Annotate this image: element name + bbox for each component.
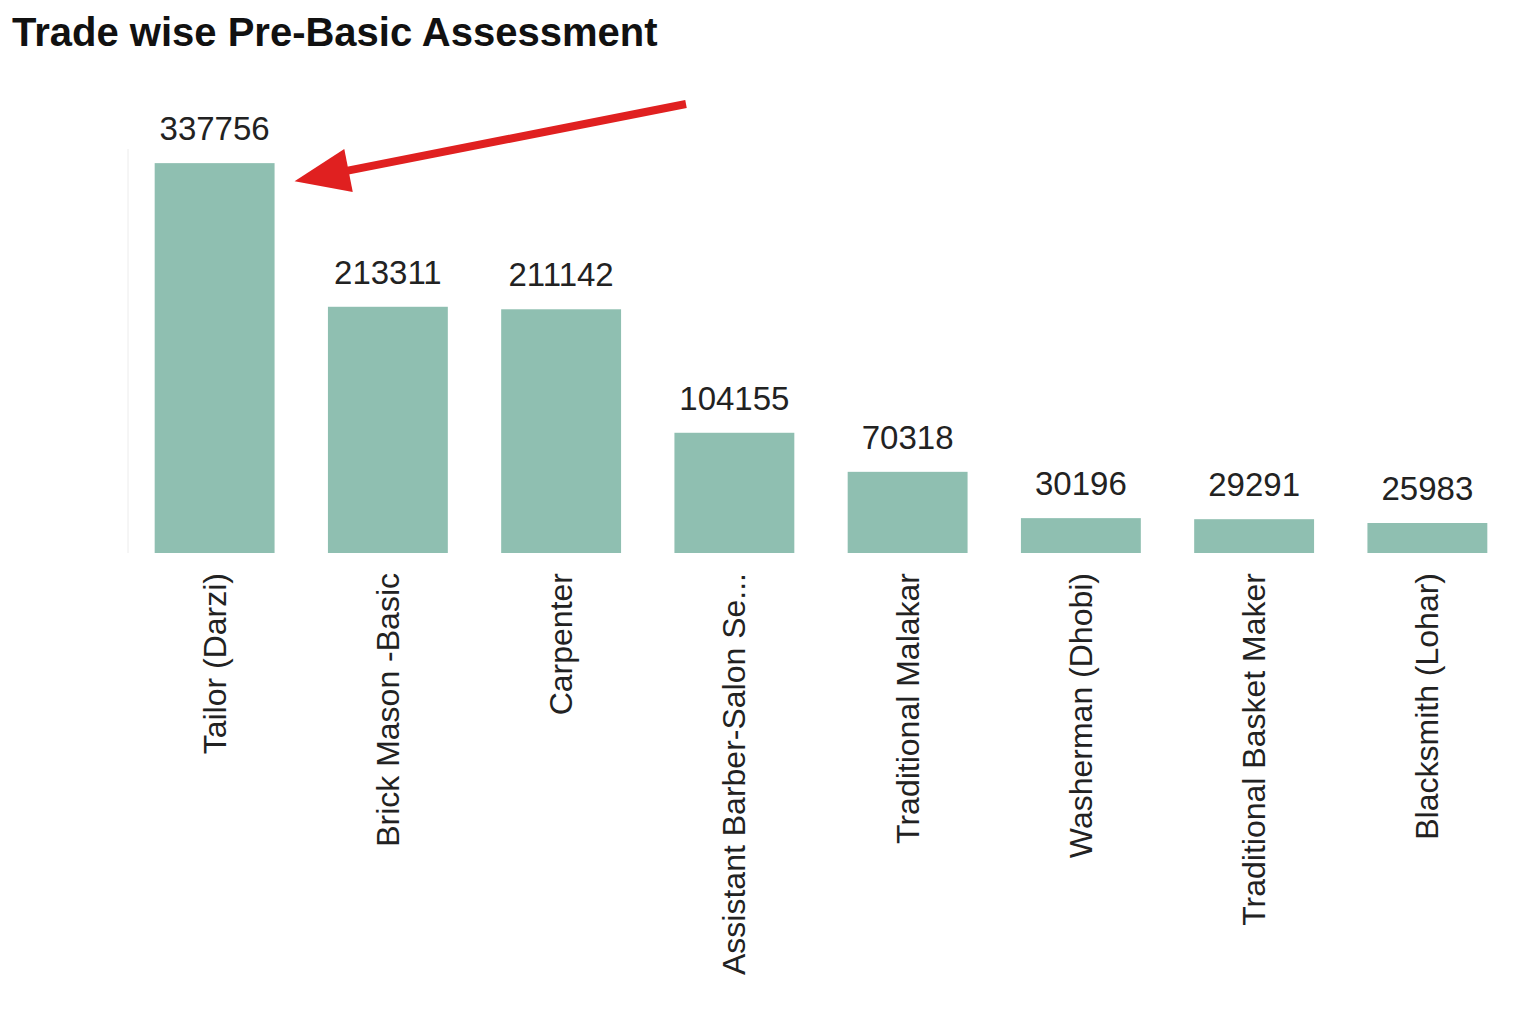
data-label: 104155: [679, 380, 789, 417]
x-tick-label: Assistant Barber-Salon Se...: [716, 573, 752, 975]
x-tick-label: Carpenter: [543, 573, 579, 716]
x-tick-label: Traditional Basket Maker: [1236, 573, 1272, 926]
y-axis-line: [128, 149, 129, 553]
data-label: 213311: [334, 254, 442, 291]
bars: [155, 163, 1488, 553]
data-label: 337756: [160, 110, 270, 147]
data-label: 25983: [1381, 470, 1473, 507]
data-label: 30196: [1035, 465, 1127, 502]
x-tick-label: Brick Mason -Basic: [370, 573, 406, 847]
x-tick-label: Washerman (Dhobi): [1063, 573, 1099, 858]
bar: [1194, 519, 1314, 553]
data-label: 70318: [862, 419, 954, 456]
bar: [1021, 518, 1141, 553]
chart-title: Trade wise Pre-Basic Assessment: [12, 10, 658, 54]
x-tick-label: Blacksmith (Lohar): [1409, 573, 1445, 840]
x-tick-labels: Tailor (Darzi) Brick Mason -Basic Carpente…: [197, 573, 1446, 975]
chart-svg: Trade wise Pre-Basic Assessment 337756 213…: [0, 0, 1514, 1010]
bar: [501, 309, 621, 553]
annotation-arrow-shaft: [347, 104, 686, 171]
bar: [328, 307, 448, 553]
bar: [155, 163, 275, 553]
bar: [1367, 523, 1487, 553]
bar: [674, 433, 794, 553]
data-label: 29291: [1208, 466, 1300, 503]
chart-container: Trade wise Pre-Basic Assessment 337756 213…: [0, 0, 1514, 1010]
x-tick-label: Traditional Malakar: [890, 573, 926, 844]
data-label: 211142: [509, 256, 614, 293]
x-tick-label: Tailor (Darzi): [197, 573, 233, 754]
annotation-arrow-head: [295, 149, 353, 192]
bar: [848, 472, 968, 553]
